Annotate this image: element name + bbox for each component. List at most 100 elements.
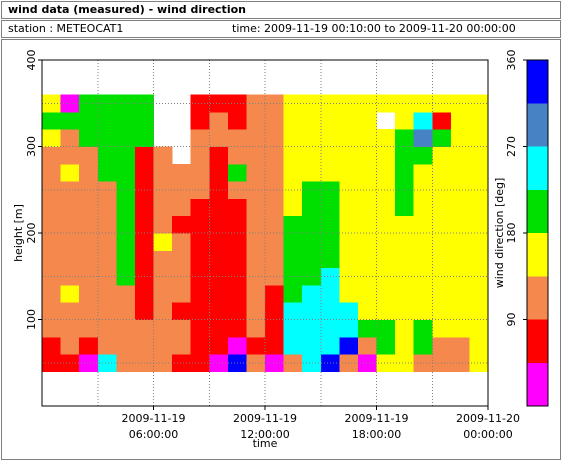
heat-cell <box>357 267 377 286</box>
heat-cell <box>320 163 340 182</box>
heat-cell <box>246 319 266 338</box>
heat-cell <box>357 146 377 165</box>
heat-cell <box>116 129 136 147</box>
heat-cell <box>376 146 396 165</box>
heat-cell <box>413 129 433 147</box>
heat-cell <box>209 250 229 269</box>
heat-cell <box>265 319 285 338</box>
heat-cell <box>42 233 62 251</box>
heat-cell <box>265 163 285 182</box>
heat-cell <box>265 284 285 303</box>
heat-cell <box>339 284 359 303</box>
heat-cell <box>97 354 117 372</box>
heat-cell <box>469 129 489 147</box>
heat-cell <box>153 267 173 286</box>
heat-cell <box>97 94 117 113</box>
heat-cell <box>469 250 489 269</box>
heat-cell <box>172 198 192 217</box>
heat-cell <box>302 163 322 182</box>
heat-cell <box>134 111 154 130</box>
heat-cell <box>209 181 229 199</box>
heat-cell <box>450 319 470 338</box>
heat-cell <box>79 233 99 251</box>
heat-cell <box>79 111 99 130</box>
x-tick-label: 2009-11-19 <box>122 412 186 425</box>
heat-cell <box>134 198 154 217</box>
heat-cell <box>357 215 377 234</box>
heat-cell <box>116 233 136 251</box>
heat-cell <box>450 336 470 355</box>
heat-cell <box>395 215 415 234</box>
heat-cell <box>339 336 359 355</box>
heat-cell <box>265 146 285 165</box>
heat-cell <box>227 198 247 217</box>
heat-cell <box>432 163 452 182</box>
heat-cell <box>265 181 285 199</box>
heat-cell <box>395 250 415 269</box>
heat-cell <box>60 111 80 130</box>
heat-cell <box>469 302 489 320</box>
heat-cell <box>395 354 415 372</box>
heat-cell <box>172 233 192 251</box>
heat-cell <box>432 302 452 320</box>
heat-cell <box>376 181 396 199</box>
heat-cell <box>450 233 470 251</box>
heat-cell <box>265 233 285 251</box>
heat-cell <box>153 215 173 234</box>
heat-cell <box>79 354 99 372</box>
heat-cell <box>302 267 322 286</box>
heat-cell <box>432 336 452 355</box>
heat-cell <box>413 198 433 217</box>
heat-cell <box>153 319 173 338</box>
heat-cell <box>413 250 433 269</box>
heat-cell <box>302 129 322 147</box>
heat-cell <box>395 233 415 251</box>
heat-cell <box>42 302 62 320</box>
chart-title: wind data (measured) - wind direction <box>1 1 561 19</box>
period: time: 2009-11-19 00:10:00 to 2009-11-20 … <box>232 22 516 35</box>
heat-cell <box>265 354 285 372</box>
heat-cell <box>60 250 80 269</box>
heat-cell <box>376 336 396 355</box>
heat-cell <box>339 163 359 182</box>
heat-cell <box>469 181 489 199</box>
heat-cell <box>190 215 210 234</box>
heat-cell <box>153 336 173 355</box>
heat-cell <box>227 336 247 355</box>
heat-cell <box>116 319 136 338</box>
heat-cell <box>60 233 80 251</box>
colorbar-swatch <box>527 189 548 233</box>
heat-cell <box>116 354 136 372</box>
heat-cell <box>469 94 489 113</box>
heat-cell <box>283 267 303 286</box>
heat-cell <box>302 319 322 338</box>
heat-cell <box>190 129 210 147</box>
heat-cell <box>79 250 99 269</box>
heat-cell <box>413 319 433 338</box>
heat-cell <box>246 233 266 251</box>
heat-cell <box>320 129 340 147</box>
heat-cell <box>153 233 173 251</box>
heat-cell <box>134 146 154 165</box>
heat-cell <box>134 319 154 338</box>
heat-cell <box>339 215 359 234</box>
heat-cell <box>320 146 340 165</box>
heat-cell <box>190 198 210 217</box>
heat-cell <box>265 198 285 217</box>
heat-cell <box>469 319 489 338</box>
heat-cell <box>320 215 340 234</box>
heat-cell <box>376 354 396 372</box>
heat-cell <box>172 181 192 199</box>
colorbar-swatch <box>527 146 548 190</box>
heat-cell <box>134 163 154 182</box>
heat-cell <box>116 198 136 217</box>
heat-cell <box>97 250 117 269</box>
heat-cell <box>376 267 396 286</box>
heat-cell <box>42 284 62 303</box>
heat-cell <box>339 146 359 165</box>
heat-cell <box>209 354 229 372</box>
heat-cell <box>357 94 377 113</box>
heat-cell <box>60 215 80 234</box>
heat-cell <box>42 250 62 269</box>
